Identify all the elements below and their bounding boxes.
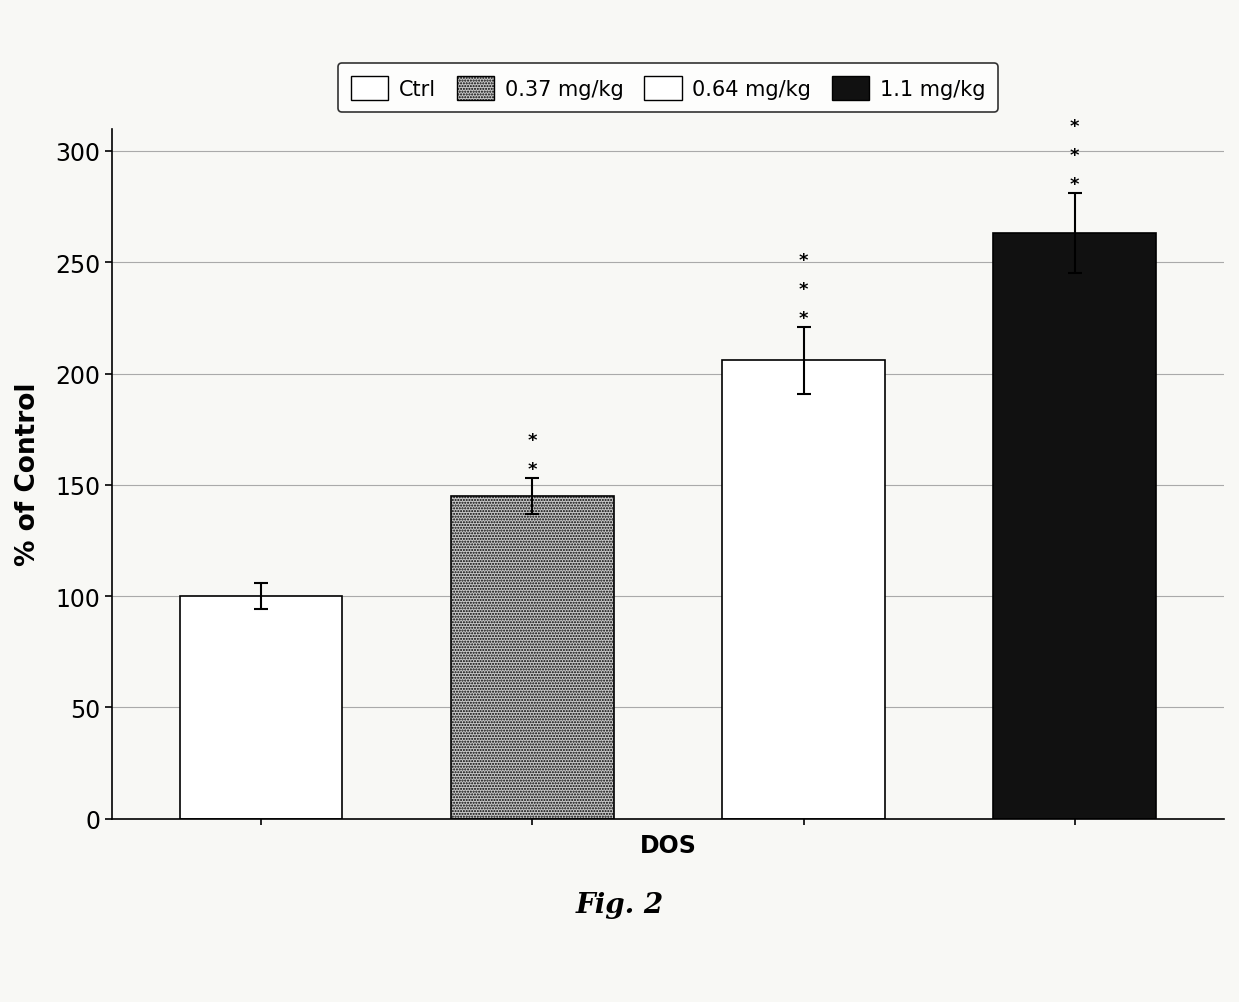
Text: *: * <box>1070 147 1079 165</box>
Bar <box>722 361 885 819</box>
Text: *: * <box>799 281 808 299</box>
Text: *: * <box>528 461 536 479</box>
Text: *: * <box>799 252 808 270</box>
Text: *: * <box>1070 118 1079 136</box>
X-axis label: DOS: DOS <box>639 833 696 857</box>
Text: *: * <box>528 432 536 450</box>
Bar <box>451 496 613 819</box>
Text: *: * <box>1070 176 1079 194</box>
Text: *: * <box>799 310 808 328</box>
Bar <box>180 596 342 819</box>
Y-axis label: % of Control: % of Control <box>15 383 41 566</box>
Text: Fig. 2: Fig. 2 <box>575 891 664 918</box>
Legend: Ctrl, 0.37 mg/kg, 0.64 mg/kg, 1.1 mg/kg: Ctrl, 0.37 mg/kg, 0.64 mg/kg, 1.1 mg/kg <box>338 64 997 113</box>
Bar <box>994 234 1156 819</box>
